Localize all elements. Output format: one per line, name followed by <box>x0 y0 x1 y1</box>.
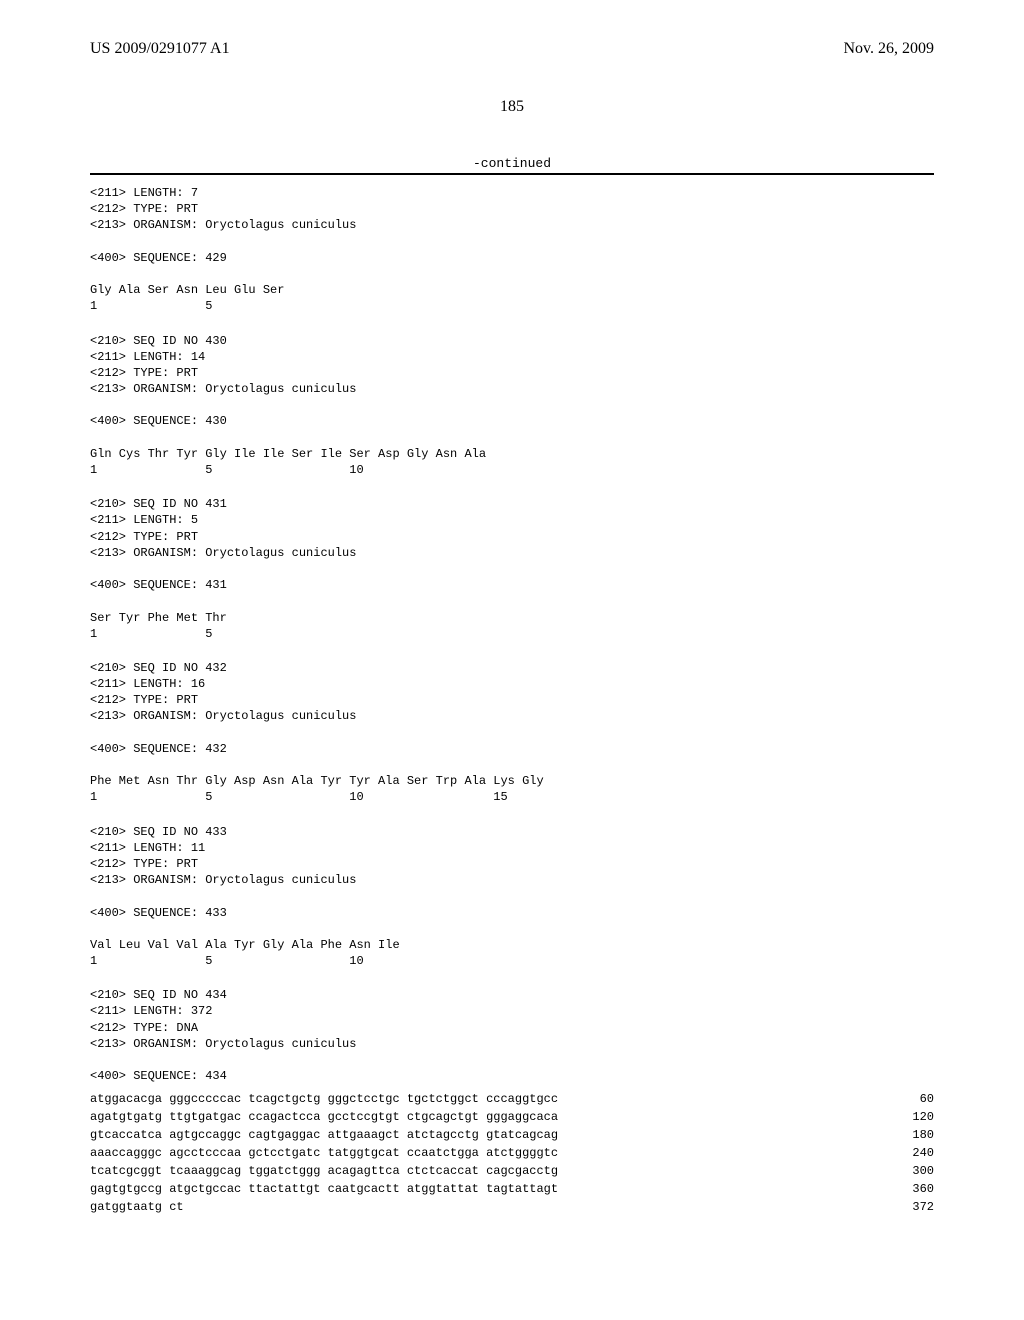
sequence-entry: <211> LENGTH: 7 <212> TYPE: PRT <213> OR… <box>90 185 934 315</box>
publication-number: US 2009/0291077 A1 <box>90 40 230 58</box>
sequence-entry: <210> SEQ ID NO 433 <211> LENGTH: 11 <21… <box>90 824 934 970</box>
dna-row: aaaccagggc agcctcccaa gctcctgatc tatggtg… <box>90 1144 934 1162</box>
sequence-text: <211> LENGTH: 7 <212> TYPE: PRT <213> OR… <box>90 185 934 315</box>
divider-top <box>90 173 934 175</box>
sequence-entry: <210> SEQ ID NO 430 <211> LENGTH: 14 <21… <box>90 333 934 479</box>
sequence-entry: <210> SEQ ID NO 432 <211> LENGTH: 16 <21… <box>90 660 934 806</box>
dna-sequence: agatgtgatg ttgtgatgac ccagactcca gcctccg… <box>90 1108 558 1126</box>
dna-position: 120 <box>882 1108 934 1126</box>
sequence-text: <210> SEQ ID NO 431 <211> LENGTH: 5 <212… <box>90 496 934 642</box>
sequence-entry: <210> SEQ ID NO 431 <211> LENGTH: 5 <212… <box>90 496 934 642</box>
continued-label: -continued <box>90 156 934 171</box>
dna-row: gtcaccatca agtgccaggc cagtgaggac attgaaa… <box>90 1126 934 1144</box>
dna-sequence: aaaccagggc agcctcccaa gctcctgatc tatggtg… <box>90 1144 558 1162</box>
dna-position: 300 <box>882 1162 934 1180</box>
dna-row: gagtgtgccg atgctgccac ttactattgt caatgca… <box>90 1180 934 1198</box>
dna-sequence: gatggtaatg ct <box>90 1198 184 1216</box>
dna-position: 240 <box>882 1144 934 1162</box>
dna-row: tcatcgcggt tcaaaggcag tggatctggg acagagt… <box>90 1162 934 1180</box>
sequence-text: <210> SEQ ID NO 430 <211> LENGTH: 14 <21… <box>90 333 934 479</box>
dna-position: 360 <box>882 1180 934 1198</box>
page-header: US 2009/0291077 A1 Nov. 26, 2009 <box>90 40 934 58</box>
dna-sequence: tcatcgcggt tcaaaggcag tggatctggg acagagt… <box>90 1162 558 1180</box>
page-number: 185 <box>90 98 934 116</box>
publication-date: Nov. 26, 2009 <box>843 40 934 58</box>
dna-position: 372 <box>882 1198 934 1216</box>
sequence-text: <210> SEQ ID NO 432 <211> LENGTH: 16 <21… <box>90 660 934 806</box>
dna-sequence: atggacacga gggcccccac tcagctgctg gggctcc… <box>90 1090 558 1108</box>
dna-sequence: gtcaccatca agtgccaggc cagtgaggac attgaaa… <box>90 1126 558 1144</box>
dna-sequence: gagtgtgccg atgctgccac ttactattgt caatgca… <box>90 1180 558 1198</box>
sequence-text: <210> SEQ ID NO 433 <211> LENGTH: 11 <21… <box>90 824 934 970</box>
page-container: US 2009/0291077 A1 Nov. 26, 2009 185 -co… <box>0 0 1024 1320</box>
dna-row: gatggtaatg ct 372 <box>90 1198 934 1216</box>
sequence-text: <210> SEQ ID NO 434 <211> LENGTH: 372 <2… <box>90 987 934 1084</box>
sequence-listing: <211> LENGTH: 7 <212> TYPE: PRT <213> OR… <box>90 185 934 1216</box>
dna-position: 60 <box>890 1090 934 1108</box>
dna-row: atggacacga gggcccccac tcagctgctg gggctcc… <box>90 1090 934 1108</box>
sequence-entry: <210> SEQ ID NO 434 <211> LENGTH: 372 <2… <box>90 987 934 1216</box>
dna-row: agatgtgatg ttgtgatgac ccagactcca gcctccg… <box>90 1108 934 1126</box>
dna-position: 180 <box>882 1126 934 1144</box>
